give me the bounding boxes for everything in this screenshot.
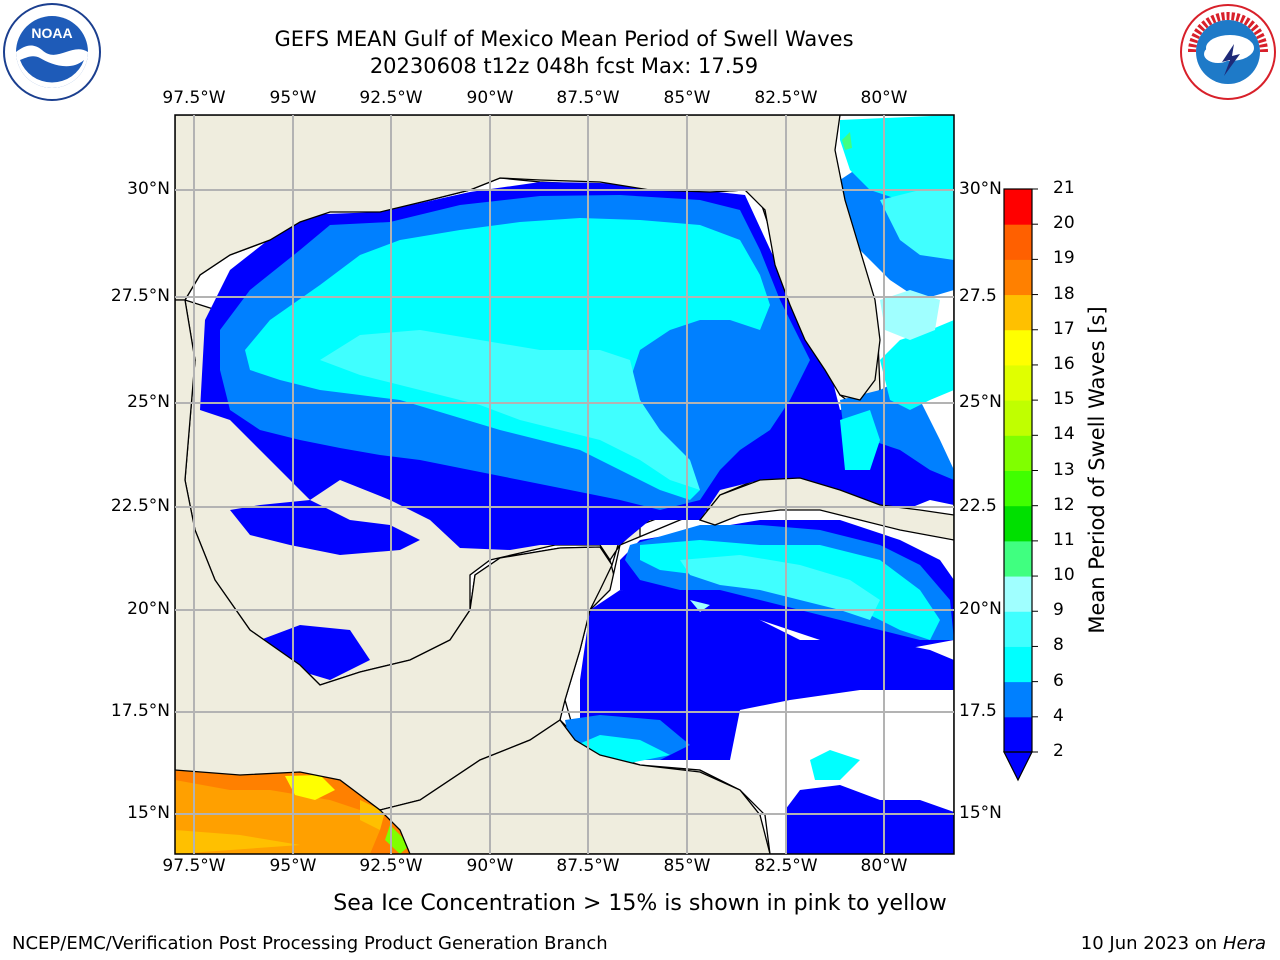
- colorbar-tick-label: 9: [1053, 600, 1064, 621]
- swell-band-9-10: [690, 290, 940, 612]
- map-title: GEFS MEAN Gulf of Mexico Mean Period of …: [274, 27, 854, 51]
- lon-label-top: 97.5°W: [162, 88, 226, 108]
- lon-label-bottom: 95°W: [269, 856, 317, 876]
- footer-date: 10 Jun 2023 on Hera: [1080, 933, 1266, 954]
- colorbar-tick-label: 16: [1053, 353, 1075, 374]
- colorbar-label: Mean Period of Swell Waves [s]: [1085, 306, 1109, 634]
- colorbar-tick-label: 18: [1053, 283, 1075, 304]
- colorbar-tick-label: 17: [1053, 318, 1075, 339]
- colorbar-tick-label: 13: [1053, 459, 1075, 480]
- land-overlays: [175, 115, 954, 854]
- lat-label-right: 27.5: [959, 286, 997, 306]
- lon-label-top: 87.5°W: [556, 88, 620, 108]
- lon-label-bottom: 90°W: [466, 856, 514, 876]
- colorbar-segment: [1004, 611, 1032, 647]
- nws-logo: [1180, 4, 1276, 100]
- lat-label-right: 30°N: [959, 179, 1002, 199]
- colorbar-segment: [1004, 576, 1032, 612]
- lon-label-top: 90°W: [466, 88, 514, 108]
- lon-label-bottom: 85°W: [663, 856, 711, 876]
- colorbar-segment: [1004, 224, 1032, 260]
- lon-label-bottom: 87.5°W: [556, 856, 620, 876]
- colorbar-tick-label: 2: [1053, 741, 1064, 761]
- colorbar-tick-label: 10: [1053, 565, 1075, 586]
- colorbar-tick-label: 11: [1053, 529, 1075, 550]
- colorbar-segment: [1004, 716, 1032, 753]
- lon-label-top: 95°W: [269, 88, 317, 108]
- lat-label-left: 27.5°N: [110, 286, 170, 306]
- colorbar-segment: [1004, 189, 1032, 225]
- lat-label-right: 20°N: [959, 599, 1002, 619]
- graticule: [175, 115, 954, 854]
- map-subtitle: 20230608 t12z 048h fcst Max: 17.59: [369, 54, 759, 78]
- colorbar-tick-label: 6: [1053, 670, 1064, 691]
- colorbar-segment: [1004, 329, 1032, 366]
- colorbar-tick-label: 8: [1053, 635, 1064, 656]
- lat-label-right: 15°N: [959, 803, 1002, 823]
- lon-label-top: 85°W: [663, 88, 711, 108]
- colorbar-segment: [1004, 259, 1032, 296]
- lat-label-left: 15°N: [127, 803, 170, 823]
- swell-band-green-spot: [842, 132, 852, 150]
- colorbar-segment: [1004, 294, 1032, 331]
- colorbar-segment: [1004, 470, 1032, 507]
- colorbar-segment: [1004, 435, 1032, 471]
- map-frame: [174, 114, 955, 855]
- lat-label-left: 17.5°N: [110, 701, 170, 721]
- colorbar-tick-label: 4: [1053, 705, 1064, 726]
- colorbar-segment: [1004, 646, 1032, 683]
- lat-label-right: 22.5: [959, 496, 997, 516]
- lat-label-left: 30°N: [127, 179, 170, 199]
- lon-label-top: 92.5°W: [359, 88, 423, 108]
- colorbar-tick-label: 19: [1053, 248, 1075, 269]
- colorbar-tick-label: 15: [1053, 389, 1075, 410]
- lat-label-left: 20°N: [127, 599, 170, 619]
- colorbar-segment: [1004, 540, 1032, 577]
- colorbar-tick-label: 14: [1053, 424, 1075, 445]
- lon-label-bottom: 92.5°W: [359, 856, 423, 876]
- swell-band-8-9: [320, 190, 954, 620]
- lon-label-bottom: 82.5°W: [754, 856, 818, 876]
- lat-label-right: 25°N: [959, 392, 1002, 412]
- colorbar-tick-label: 12: [1053, 494, 1075, 515]
- colorbar-extend-arrow: [1003, 751, 1033, 782]
- colorbar-segment: [1004, 364, 1032, 401]
- colorbar-segment: [1004, 505, 1032, 542]
- lat-label-left: 25°N: [127, 392, 170, 412]
- noaa-logo: NOAA: [3, 3, 101, 101]
- colorbar-segment: [1004, 400, 1032, 436]
- lon-label-top: 82.5°W: [754, 88, 818, 108]
- lat-label-right: 17.5: [959, 701, 997, 721]
- lon-label-bottom: 80°W: [860, 856, 908, 876]
- sea-ice-note: Sea Ice Concentration > 15% is shown in …: [333, 891, 947, 916]
- colorbar-segment: [1004, 681, 1032, 718]
- svg-text:NOAA: NOAA: [31, 25, 72, 41]
- colorbar-tick-label: 21: [1053, 178, 1075, 198]
- lat-label-left: 22.5°N: [110, 496, 170, 516]
- footer-credit: NCEP/EMC/Verification Post Processing Pr…: [12, 933, 608, 954]
- lon-label-top: 80°W: [860, 88, 908, 108]
- colorbar-tick-label: 20: [1053, 213, 1075, 234]
- lon-label-bottom: 97.5°W: [162, 856, 226, 876]
